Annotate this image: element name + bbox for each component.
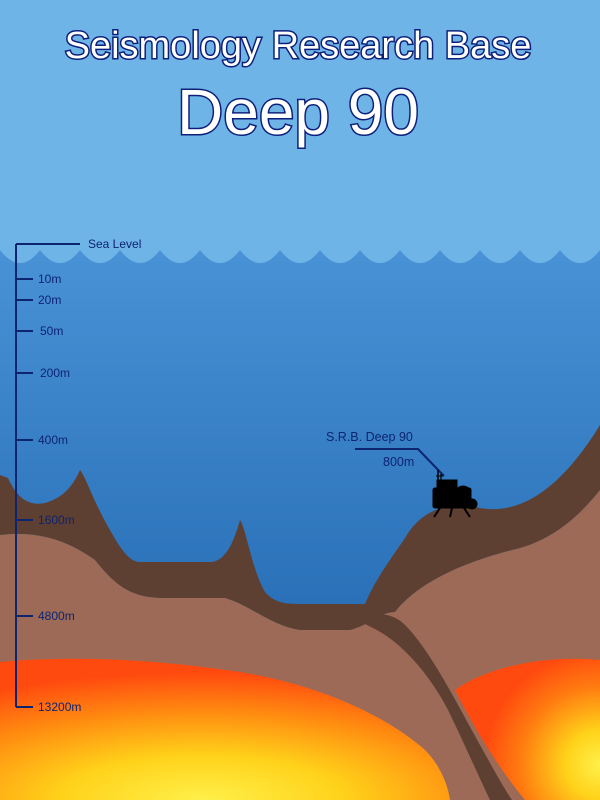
callout-leader-line: [355, 448, 445, 477]
depth-label: 13200m: [38, 700, 81, 714]
research-base-icon: [432, 470, 478, 518]
crust-upper: [0, 425, 600, 630]
magma-left: [0, 658, 450, 800]
depth-label: 200m: [40, 366, 70, 380]
station-depth: 800m: [383, 455, 414, 469]
magma-right: [455, 658, 600, 800]
sky: [0, 0, 600, 265]
title-line2: Deep 90: [177, 76, 419, 148]
station-callout: S.R.B. Deep 90 800m: [326, 430, 445, 477]
depth-label: 10m: [38, 272, 61, 286]
depth-scale: [15, 243, 80, 708]
depth-label: 400m: [38, 433, 68, 447]
station-name: S.R.B. Deep 90: [326, 430, 413, 444]
depth-label: 1600m: [38, 513, 75, 527]
depth-label: 20m: [38, 293, 61, 307]
depth-label: 4800m: [38, 609, 75, 623]
sea-level-label: Sea Level: [88, 237, 141, 251]
title-line1: Seismology Research Base: [65, 25, 532, 67]
subducting-plate: [355, 614, 512, 800]
depth-label: 50m: [40, 324, 63, 338]
